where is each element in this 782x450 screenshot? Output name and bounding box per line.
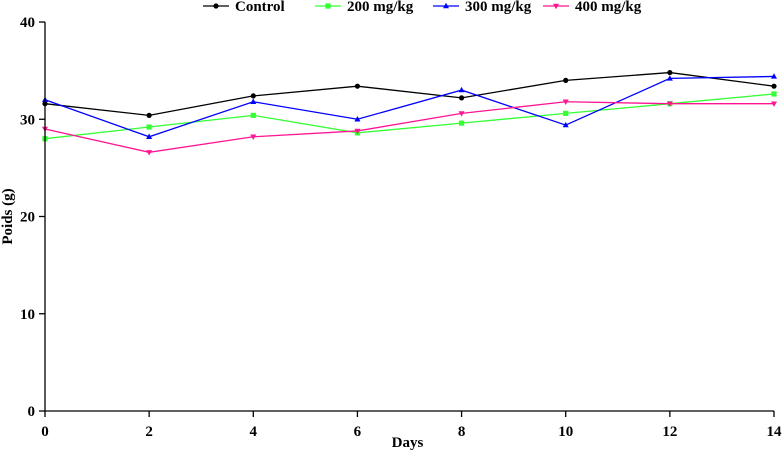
legend-item-400-mg-kg: 400 mg/kg xyxy=(543,0,642,15)
series-control xyxy=(42,69,777,118)
y-tick-label: 30 xyxy=(20,112,35,128)
series-line-200-mg-kg xyxy=(44,93,775,140)
legend-marker xyxy=(325,3,331,9)
y-axis-title: Poids (g) xyxy=(0,188,16,244)
legend-label: 400 mg/kg xyxy=(575,0,642,15)
y-tick-label: 20 xyxy=(20,210,35,226)
data-point-300-mg-kg xyxy=(250,98,257,104)
x-axis-ticks: 0 2 4 6 8 10 12 14 xyxy=(41,411,782,440)
legend-item-control: Control xyxy=(203,0,285,15)
x-tick-label: 10 xyxy=(558,424,573,440)
data-point-400-mg-kg xyxy=(250,134,257,140)
data-point-control xyxy=(458,95,465,101)
data-point-control xyxy=(354,83,361,89)
legend-marker xyxy=(443,2,449,9)
series-200-mg-kg xyxy=(42,91,777,142)
data-point-control xyxy=(667,69,673,76)
data-point-400-mg-kg xyxy=(458,111,465,117)
x-tick-label: 8 xyxy=(458,424,466,440)
data-point-300-mg-kg xyxy=(146,133,153,139)
data-point-300-mg-kg xyxy=(562,121,569,128)
axes: 0 10 20 30 40 0 2 4 6 8 10 12 14 xyxy=(20,15,782,440)
data-point-400-mg-kg xyxy=(354,128,361,135)
data-point-400-mg-kg xyxy=(771,101,777,107)
data-point-control xyxy=(563,77,569,83)
plot-area xyxy=(42,69,777,156)
series-400-mg-kg xyxy=(42,99,777,156)
x-tick-label: 2 xyxy=(145,424,153,440)
data-point-300-mg-kg xyxy=(354,116,361,122)
series-300-mg-kg xyxy=(42,73,777,139)
data-point-200-mg-kg xyxy=(146,124,152,130)
x-axis-title: Days xyxy=(392,435,424,450)
legend-label: 200 mg/kg xyxy=(347,0,414,15)
legend-marker xyxy=(553,3,559,10)
y-tick-label: 10 xyxy=(20,307,35,323)
x-tick-label: 6 xyxy=(354,424,362,440)
x-tick-label: 4 xyxy=(250,424,258,440)
legend: Control 200 mg/kg 300 mg/kg 400 mg/kg xyxy=(203,0,642,15)
y-axis-ticks: 0 10 20 30 40 xyxy=(20,15,45,420)
x-tick-label: 0 xyxy=(41,424,49,440)
legend-marker xyxy=(213,3,219,9)
data-point-200-mg-kg xyxy=(563,110,569,117)
data-point-400-mg-kg xyxy=(562,99,569,105)
data-point-300-mg-kg xyxy=(458,86,465,93)
y-tick-label: 0 xyxy=(28,404,36,420)
legend-label: 300 mg/kg xyxy=(465,0,532,15)
data-point-control xyxy=(250,93,256,99)
legend-label: Control xyxy=(235,0,285,15)
series-line-400-mg-kg xyxy=(44,101,774,153)
data-point-control xyxy=(146,112,152,118)
x-tick-label: 14 xyxy=(767,424,782,440)
y-tick-label: 40 xyxy=(20,15,35,31)
data-point-200-mg-kg xyxy=(771,91,777,97)
data-point-300-mg-kg xyxy=(666,75,673,81)
data-point-400-mg-kg xyxy=(146,150,153,156)
legend-item-200-mg-kg: 200 mg/kg xyxy=(315,0,414,15)
series-line-control xyxy=(44,71,775,117)
data-point-200-mg-kg xyxy=(458,120,465,126)
legend-item-300-mg-kg: 300 mg/kg xyxy=(433,0,532,15)
data-point-300-mg-kg xyxy=(771,73,777,79)
data-point-400-mg-kg xyxy=(666,101,673,107)
data-point-control xyxy=(771,83,777,89)
series-line-300-mg-kg xyxy=(44,75,775,138)
data-point-200-mg-kg xyxy=(250,112,256,118)
x-tick-label: 12 xyxy=(662,424,677,440)
